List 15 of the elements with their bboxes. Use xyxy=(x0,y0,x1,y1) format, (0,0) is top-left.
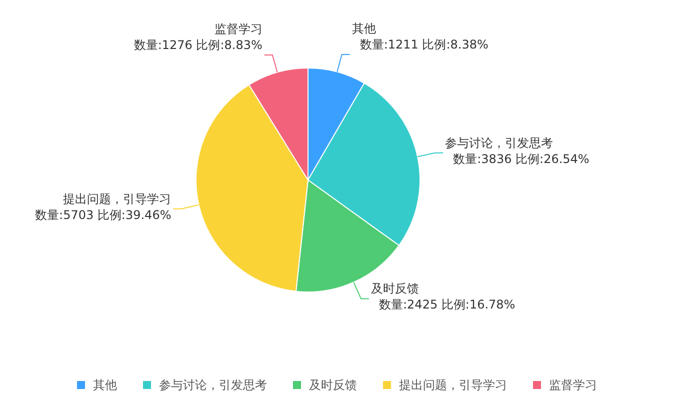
legend-label: 提出问题，引导学习 xyxy=(399,378,507,392)
data-label: 数量:5703 比例:39.46% xyxy=(35,208,172,222)
legend-label: 参与讨论，引发思考 xyxy=(159,378,267,392)
data-label: 数量:1276 比例:8.83% xyxy=(134,38,262,52)
slice-label: 及时反馈 xyxy=(371,282,420,296)
data-label: 数量:2425 比例:16.78% xyxy=(379,298,516,312)
data-label: 数量:3836 比例:26.54% xyxy=(453,152,590,166)
data-label: 数量:1211 比例:8.38% xyxy=(360,37,488,52)
slice-label: 参与讨论，引发思考 xyxy=(445,136,554,150)
legend-label: 及时反馈 xyxy=(309,378,357,392)
slice-label: 其他 xyxy=(352,21,376,36)
slice-label: 监督学习 xyxy=(214,22,262,36)
legend-label: 其他 xyxy=(93,378,117,392)
slice-label: 提出问题，引导学习 xyxy=(63,192,172,206)
legend-label: 监督学习 xyxy=(549,378,597,392)
